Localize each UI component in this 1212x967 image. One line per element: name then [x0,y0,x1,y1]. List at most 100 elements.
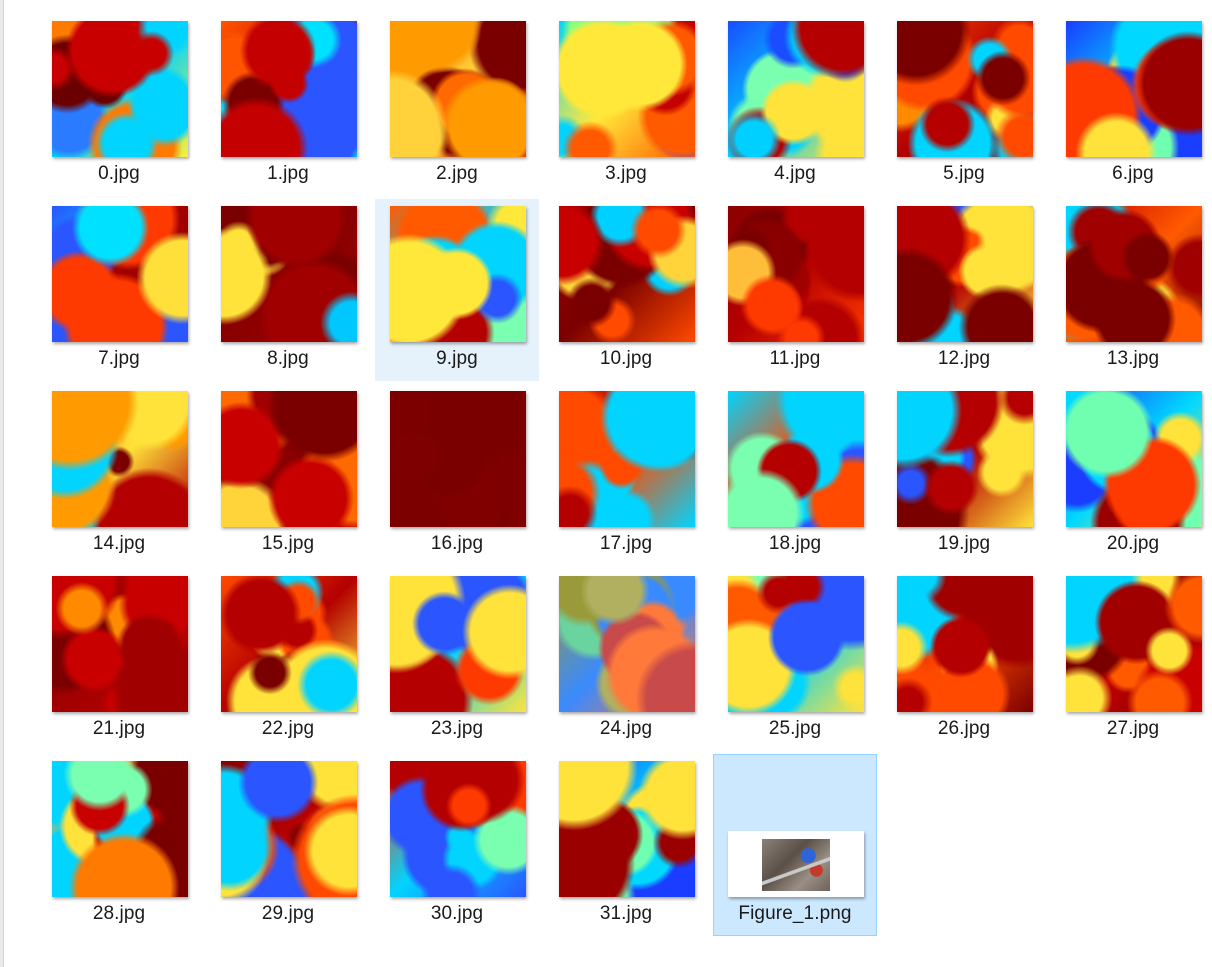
file-name-label: 7.jpg [98,348,140,369]
file-item[interactable]: 13.jpg [1051,199,1212,381]
file-name-label: 24.jpg [599,718,653,739]
file-name-label: 12.jpg [937,348,991,369]
file-thumbnail [559,391,695,527]
file-thumbnail [559,576,695,712]
file-name-label: 22.jpg [261,718,315,739]
file-thumbnail [559,761,695,897]
file-thumbnail [728,576,864,712]
file-thumbnail [221,206,357,342]
file-thumbnail [1066,21,1202,157]
file-thumbnail [1066,206,1202,342]
file-name-label: 5.jpg [943,163,985,184]
file-item[interactable]: 27.jpg [1051,569,1212,751]
file-name-label: 17.jpg [599,533,653,554]
file-item[interactable]: 28.jpg [37,754,201,936]
file-thumbnail [221,761,357,897]
file-name-label: 10.jpg [599,348,653,369]
file-item[interactable]: Figure_1.png [713,754,877,936]
file-name-label: 13.jpg [1106,348,1160,369]
file-name-label: 9.jpg [436,348,478,369]
file-item[interactable]: 6.jpg [1051,14,1212,196]
file-name-label: 2.jpg [436,163,478,184]
file-item[interactable]: 20.jpg [1051,384,1212,566]
file-thumbnail [897,206,1033,342]
file-item[interactable]: 0.jpg [37,14,201,196]
file-item[interactable]: 31.jpg [544,754,708,936]
file-thumbnail [559,206,695,342]
file-item[interactable]: 3.jpg [544,14,708,196]
file-name-label: 23.jpg [430,718,484,739]
file-item[interactable]: 11.jpg [713,199,877,381]
file-item[interactable]: 14.jpg [37,384,201,566]
file-name-label: 1.jpg [267,163,309,184]
file-thumbnail [52,761,188,897]
file-thumbnail [390,391,526,527]
file-name-label: 31.jpg [599,903,653,924]
file-item[interactable]: 22.jpg [206,569,370,751]
file-name-label: 19.jpg [937,533,991,554]
file-name-label: 8.jpg [267,348,309,369]
file-item[interactable]: 23.jpg [375,569,539,751]
file-thumbnail [390,21,526,157]
file-item[interactable]: 21.jpg [37,569,201,751]
file-item[interactable]: 17.jpg [544,384,708,566]
file-thumbnail [390,761,526,897]
file-name-label: 15.jpg [261,533,315,554]
file-item[interactable]: 30.jpg [375,754,539,936]
file-thumbnail [1066,391,1202,527]
file-name-label: 20.jpg [1106,533,1160,554]
file-item[interactable]: 2.jpg [375,14,539,196]
file-thumbnail [221,576,357,712]
file-item[interactable]: 24.jpg [544,569,708,751]
file-item[interactable]: 1.jpg [206,14,370,196]
file-item[interactable]: 12.jpg [882,199,1046,381]
file-item[interactable]: 4.jpg [713,14,877,196]
file-name-label: 30.jpg [430,903,484,924]
file-name-label: 18.jpg [768,533,822,554]
file-name-label: 0.jpg [98,163,140,184]
file-name-label: 4.jpg [774,163,816,184]
file-item[interactable]: 18.jpg [713,384,877,566]
file-item[interactable]: 7.jpg [37,199,201,381]
navigation-pane-edge [0,0,4,967]
file-item[interactable]: 8.jpg [206,199,370,381]
file-name-label: 6.jpg [1112,163,1154,184]
file-thumbnail [728,391,864,527]
file-name-label: 25.jpg [768,718,822,739]
file-name-label: 26.jpg [937,718,991,739]
file-thumbnail [728,21,864,157]
file-name-label: 11.jpg [769,348,821,369]
file-name-label: Figure_1.png [738,903,852,924]
file-item[interactable]: 25.jpg [713,569,877,751]
file-thumbnail [728,831,864,897]
file-name-label: 14.jpg [92,533,146,554]
file-thumbnail [897,576,1033,712]
file-name-label: 28.jpg [92,903,146,924]
file-thumbnail [1066,576,1202,712]
file-item[interactable]: 26.jpg [882,569,1046,751]
file-thumbnail [52,576,188,712]
file-thumbnail [559,21,695,157]
file-thumbnail [390,576,526,712]
file-name-label: 27.jpg [1106,718,1160,739]
file-item[interactable]: 29.jpg [206,754,370,936]
file-item[interactable]: 15.jpg [206,384,370,566]
figure-preview-image [762,839,830,891]
file-thumbnail [390,206,526,342]
file-thumbnail [52,391,188,527]
file-thumbnail [897,21,1033,157]
file-thumbnail [728,206,864,342]
file-thumbnail [221,391,357,527]
file-thumbnail [52,206,188,342]
file-name-label: 16.jpg [430,533,484,554]
file-item[interactable]: 5.jpg [882,14,1046,196]
file-item[interactable]: 16.jpg [375,384,539,566]
file-thumbnail [52,21,188,157]
file-name-label: 29.jpg [261,903,315,924]
file-thumbnail [897,391,1033,527]
file-thumbnail [221,21,357,157]
file-item[interactable]: 19.jpg [882,384,1046,566]
file-item[interactable]: 10.jpg [544,199,708,381]
file-item[interactable]: 9.jpg [375,199,539,381]
